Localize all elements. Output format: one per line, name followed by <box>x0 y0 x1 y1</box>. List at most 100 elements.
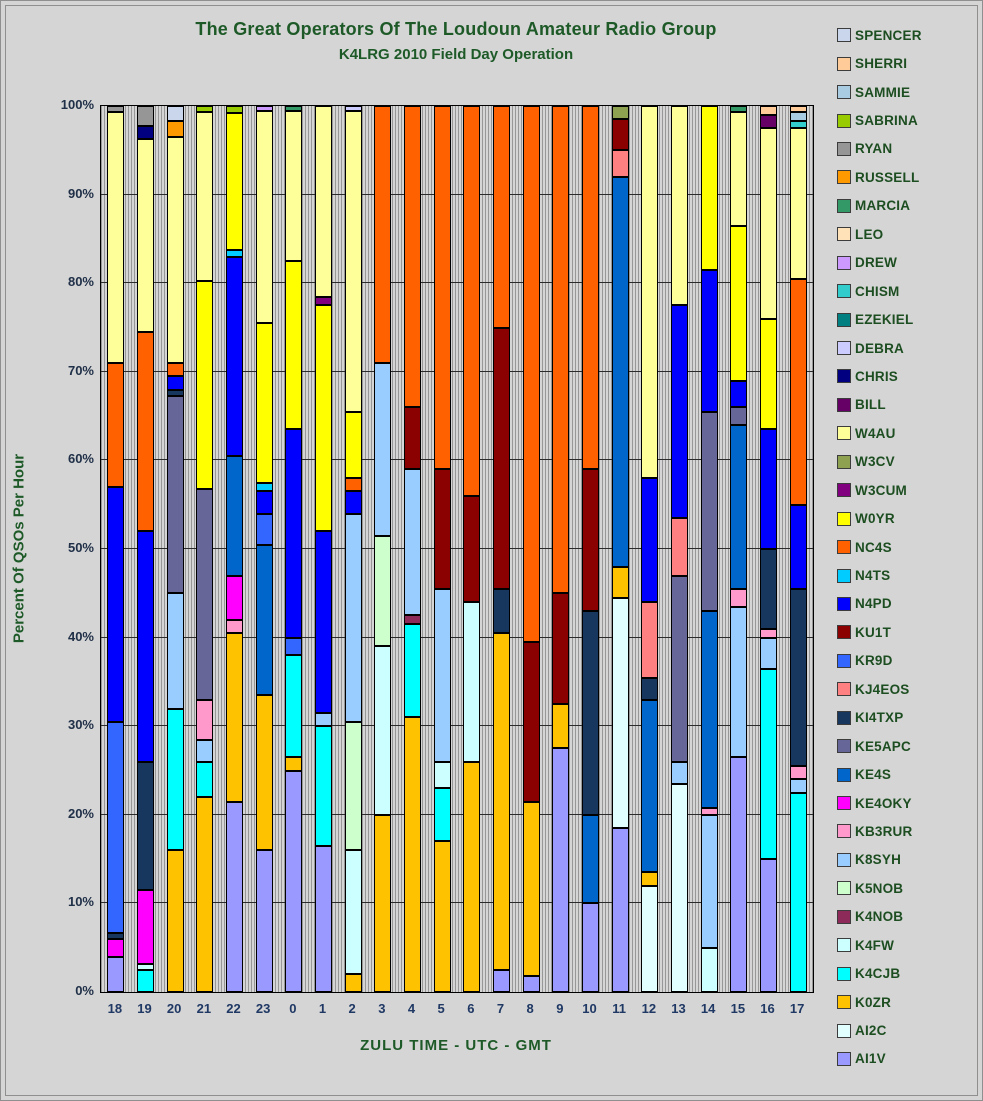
segment-ki4txp-hour-20 <box>166 389 184 396</box>
legend-swatch-k8syh <box>837 852 851 867</box>
title-block: The Great Operators Of The Loudoun Amate… <box>61 19 851 63</box>
legend-item-n4pd: N4PD <box>837 590 969 618</box>
legend-label-ki4txp: KI4TXP <box>855 710 904 726</box>
legend-swatch-spencer <box>837 28 851 43</box>
segment-ku1t-hour-10 <box>582 469 599 612</box>
gridline-90pct <box>101 193 813 195</box>
x-tick-4: 4 <box>407 1001 416 1016</box>
segment-w4au-hour-18 <box>107 112 125 363</box>
segment-ke4oky-hour-18 <box>107 938 125 957</box>
legend-item-ryan: RYAN <box>837 135 969 163</box>
y-tick-100%: 100% <box>60 97 94 112</box>
segment-kj4eos-hour-13 <box>671 518 688 576</box>
legend-label-debra: DEBRA <box>855 340 905 356</box>
bar-hour-16 <box>760 106 777 992</box>
segment-w4au-hour-23 <box>255 111 273 324</box>
legend-item-n4ts: N4TS <box>837 561 969 589</box>
segment-k4fw-hour-19 <box>137 963 154 970</box>
segment-w0yr-hour-15 <box>730 225 748 381</box>
legend-item-kr9d: KR9D <box>837 647 969 675</box>
segment-w4au-hour-21 <box>196 112 214 281</box>
legend-item-ke5apc: KE5APC <box>837 732 969 760</box>
segment-ai2c-hour-12 <box>641 885 659 992</box>
segment-ai2c-hour-11 <box>611 597 629 829</box>
y-tick-10%: 10% <box>67 894 94 910</box>
segment-marcia-hour-15 <box>730 106 748 113</box>
segment-ke5apc-hour-15 <box>730 407 748 425</box>
segment-kb3rur-hour-22 <box>226 619 243 634</box>
segment-ryan-hour-19 <box>137 106 154 126</box>
segment-bill-hour-16 <box>760 114 777 129</box>
legend-item-drew: DREW <box>837 249 969 277</box>
legend-label-ezekiel: EZEKIEL <box>855 312 914 328</box>
segment-kb3rur-hour-14 <box>700 807 718 815</box>
x-tick-23: 23 <box>255 1001 271 1016</box>
segment-sherri-hour-16 <box>760 106 777 115</box>
x-tick-21: 21 <box>196 1001 212 1016</box>
x-tick-0: 0 <box>289 1001 297 1016</box>
gridline-30pct <box>101 725 813 727</box>
legend-swatch-n4ts <box>837 568 851 583</box>
segment-ke5apc-hour-21 <box>196 488 214 700</box>
legend-swatch-w4au <box>837 426 851 441</box>
legend-label-ai1v: AI1V <box>855 1051 886 1067</box>
x-tick-2: 2 <box>348 1001 356 1016</box>
segment-k5nob-hour-3 <box>374 535 392 647</box>
legend-label-ke4oky: KE4OKY <box>855 795 912 811</box>
y-tick-20%: 20% <box>67 805 94 821</box>
bar-hour-18 <box>107 106 125 992</box>
segment-nc4s-hour-7 <box>493 106 510 328</box>
legend-swatch-k4nob <box>837 909 851 924</box>
segment-ku1t-hour-9 <box>552 593 570 705</box>
segment-n4pd-hour-16 <box>760 429 777 550</box>
segment-w0yr-hour-2 <box>344 411 362 479</box>
legend-label-ku1t: KU1T <box>855 624 892 640</box>
segment-k8syh-hour-1 <box>315 712 332 727</box>
segment-ku1t-hour-11 <box>611 119 629 151</box>
segment-ke5apc-hour-20 <box>166 395 184 594</box>
segment-k0zr-hour-21 <box>196 797 214 992</box>
legend-item-k8syh: K8SYH <box>837 846 969 874</box>
segment-nc4s-hour-17 <box>789 278 807 505</box>
legend-label-sammie: SAMMIE <box>855 84 911 100</box>
segment-k8syh-hour-2 <box>344 513 362 722</box>
legend-label-kj4eos: KJ4EOS <box>855 681 910 697</box>
x-tick-6: 6 <box>467 1001 475 1016</box>
segment-w4au-hour-20 <box>166 137 184 364</box>
segment-n4pd-hour-22 <box>226 256 243 456</box>
segment-k8syh-hour-17 <box>789 779 807 793</box>
legend-item-k4fw: K4FW <box>837 931 969 959</box>
segment-ku1t-hour-6 <box>463 495 481 603</box>
segment-ke4s-hour-14 <box>700 611 718 808</box>
segment-kb3rur-hour-15 <box>730 588 748 607</box>
y-tick-0%: 0% <box>75 983 94 998</box>
segment-k4cjb-hour-20 <box>166 708 184 851</box>
segment-ki4txp-hour-10 <box>582 611 599 815</box>
segment-w4au-hour-19 <box>137 138 154 332</box>
segment-kb3rur-hour-16 <box>760 628 777 638</box>
legend-label-k4fw: K4FW <box>855 937 895 953</box>
legend-item-w0yr: W0YR <box>837 504 969 532</box>
segment-w0yr-hour-1 <box>315 305 332 532</box>
legend-item-ezekiel: EZEKIEL <box>837 305 969 333</box>
legend-item-marcia: MARCIA <box>837 192 969 220</box>
segment-k8syh-hour-20 <box>166 593 184 709</box>
bar-hour-10 <box>582 106 599 992</box>
segment-k0zr-hour-8 <box>522 801 540 977</box>
segment-k0zr-hour-12 <box>641 872 659 886</box>
legend-swatch-w3cum <box>837 483 851 498</box>
segment-k5nob-hour-2 <box>344 721 362 851</box>
segment-ku1t-hour-5 <box>433 469 451 589</box>
x-tick-15: 15 <box>730 1001 746 1016</box>
gridline-40pct <box>101 636 813 638</box>
segment-w3cv-hour-11 <box>611 106 629 120</box>
legend-swatch-ke5apc <box>837 739 851 754</box>
bar-hour-9 <box>552 106 570 992</box>
segment-ai1v-hour-8 <box>522 976 540 992</box>
legend-item-nc4s: NC4S <box>837 533 969 561</box>
y-axis-title: Percent Of QSOs Per Hour <box>10 453 28 644</box>
segment-k4cjb-hour-1 <box>315 726 332 846</box>
legend-item-debra: DEBRA <box>837 334 969 362</box>
segment-k8syh-hour-14 <box>700 814 718 948</box>
